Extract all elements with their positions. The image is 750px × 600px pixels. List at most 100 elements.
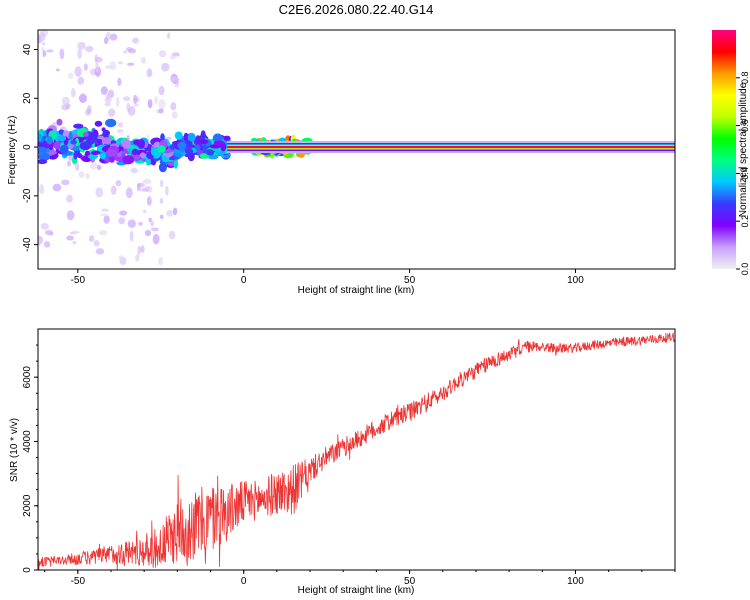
spectral-blob-faint: [118, 217, 126, 225]
spectral-blob-faint: [43, 241, 51, 248]
spectral-blob-faint: [115, 179, 122, 187]
spectral-blob: [53, 141, 63, 150]
spectrogram-ylabel: Frequency (Hz): [7, 116, 18, 185]
spectral-blob-faint: [93, 240, 100, 247]
spectral-blob-faint: [52, 183, 62, 192]
spectral-blob-faint: [96, 165, 102, 171]
spectral-blob: [73, 123, 84, 129]
spectral-blob-faint: [100, 86, 108, 95]
spectral-blob-faint: [170, 76, 179, 83]
spectral-blob-faint: [125, 187, 133, 199]
spectral-blob-faint: [146, 68, 153, 78]
spectral-blob-faint: [85, 45, 94, 53]
colorbar-tick-label: 0.4: [740, 167, 750, 180]
spectrogram-axes: -50 0 50 100 -40 -20 0 20 40: [22, 44, 584, 286]
spectral-blob: [122, 155, 135, 165]
spectral-blob-faint: [140, 245, 145, 254]
spectral-blob-faint: [135, 254, 140, 262]
spectral-blob-faint: [55, 68, 60, 72]
spectral-blob-faint: [72, 240, 77, 245]
colorbar-axes: 0.0 0.2 0.4 0.6 0.8: [736, 72, 750, 275]
snr-xtick-label: 50: [404, 576, 416, 587]
spectral-blob-faint: [119, 210, 128, 216]
spectrogram-ytick-label: -20: [22, 188, 33, 203]
spectral-blob-faint: [159, 214, 164, 220]
spectrogram-xtick-label: -50: [71, 275, 86, 286]
spectral-blob-faint: [148, 217, 152, 223]
spectral-blob: [73, 151, 78, 160]
spectral-blob-faint: [146, 196, 152, 206]
spectral-blob-faint: [99, 230, 108, 236]
spectral-blob: [137, 139, 145, 149]
spectral-blob-faint: [110, 33, 118, 41]
spectral-blob-faint: [165, 185, 169, 196]
spectral-blob-faint: [122, 96, 131, 101]
spectral-blob: [174, 131, 183, 140]
spectral-blob-faint: [142, 178, 152, 185]
spectral-blob-faint: [117, 121, 124, 128]
spectral-blob: [38, 159, 48, 165]
snr-series-line: [38, 332, 675, 570]
spectral-blob-faint: [61, 179, 70, 186]
spectral-blob: [101, 127, 106, 132]
spectral-blob-faint: [170, 54, 176, 60]
spectral-blob-faint: [86, 105, 92, 115]
spectral-blob-faint: [142, 209, 147, 214]
spectral-blob-faint: [126, 62, 135, 66]
colorbar-gradient: [712, 30, 736, 269]
spectral-blob-faint: [107, 89, 115, 99]
spectral-blob-faint: [83, 63, 88, 71]
colorbar: 0.0 0.2 0.4 0.6 0.8 Normalized spectral ampl…: [712, 30, 750, 275]
spectral-blob-faint: [70, 87, 76, 98]
spectral-blob: [88, 132, 100, 142]
spectral-blob-faint: [105, 65, 113, 70]
spectral-blob: [185, 148, 194, 155]
spectral-blob: [75, 137, 80, 147]
spectral-blob-faint: [41, 42, 46, 46]
colorbar-tick-label: 0.6: [740, 119, 750, 132]
spectral-blob: [270, 151, 275, 159]
spectral-blob-faint: [110, 185, 117, 195]
spectral-blob: [202, 144, 208, 154]
spectral-blob-faint: [104, 102, 111, 107]
spectral-blob-faint: [85, 173, 90, 179]
spectral-blob: [177, 141, 187, 150]
spectral-blob-faint: [158, 85, 165, 96]
spectral-blob-faint: [130, 168, 138, 174]
spectral-blob: [82, 132, 89, 137]
spectral-blob: [196, 149, 203, 155]
spectral-blob-faint: [39, 184, 45, 195]
spectral-blob-faint: [133, 94, 138, 105]
spectrogram-ytick-label: -40: [22, 237, 33, 252]
spectral-blob-faint: [66, 210, 75, 221]
spectral-blob: [79, 141, 92, 151]
spectral-blob-faint: [170, 102, 177, 111]
spectral-blob-faint: [144, 229, 152, 237]
spectral-blob: [38, 133, 43, 142]
spectral-blob-faint: [95, 187, 104, 198]
figure-title: C2E6.2026.080.22.40.G14: [279, 2, 434, 17]
spectral-blob-faint: [106, 94, 110, 100]
spectral-blob: [70, 140, 78, 145]
spectral-blob-faint: [172, 207, 178, 216]
spectral-blob: [38, 146, 48, 154]
spectral-blob-faint: [89, 162, 99, 170]
spectral-blob-faint: [61, 104, 70, 111]
spectral-blob-faint: [66, 160, 72, 167]
spectral-blob-faint: [158, 99, 166, 110]
spectral-blob-faint: [167, 32, 171, 39]
snr-ytick-label: 4000: [22, 430, 33, 453]
spectrogram-ytick-label: 40: [22, 44, 33, 56]
spectral-blob-faint: [161, 62, 170, 72]
spectral-blob: [205, 148, 215, 156]
carrier-band-layer: [227, 146, 675, 149]
spectrogram-marks: [38, 30, 675, 266]
spectral-blob: [87, 154, 99, 160]
spectral-blob-faint: [74, 161, 80, 172]
spectral-blob-faint: [117, 77, 122, 87]
spectrogram-ytick-label: 20: [22, 92, 33, 104]
spectral-blob-faint: [158, 257, 163, 266]
snr-xtick-label: 100: [567, 576, 584, 587]
spectral-blob-faint: [77, 41, 86, 50]
spectral-blob-faint: [95, 62, 99, 73]
